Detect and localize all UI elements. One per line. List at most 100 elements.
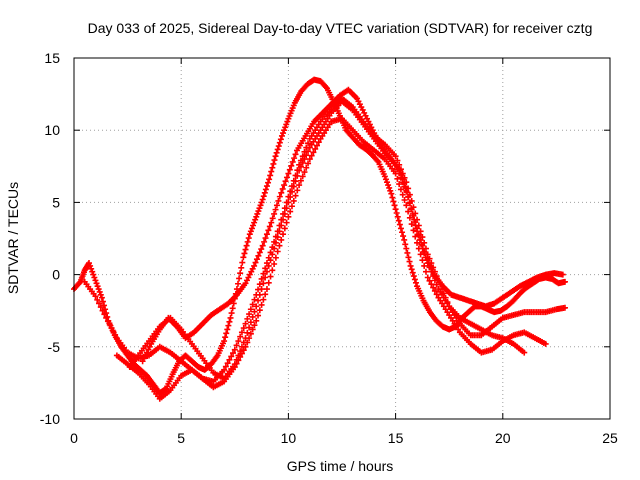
- data-point: [313, 142, 320, 149]
- data-point: [398, 171, 405, 178]
- data-point: [239, 259, 246, 266]
- data-point: [221, 366, 228, 373]
- data-point: [265, 262, 272, 269]
- data-point: [278, 222, 285, 229]
- data-point: [255, 297, 262, 304]
- data-point: [272, 153, 279, 160]
- data-point: [271, 261, 278, 268]
- data-point: [412, 222, 419, 229]
- data-point: [97, 291, 104, 298]
- data-point: [231, 346, 238, 353]
- data-point: [393, 209, 400, 216]
- data-point: [559, 271, 566, 278]
- data-point: [246, 324, 253, 331]
- data-point: [396, 221, 403, 228]
- data-point: [400, 233, 407, 240]
- data-point: [229, 305, 236, 312]
- data-point: [236, 275, 243, 282]
- x-axis-label: GPS time / hours: [287, 458, 394, 474]
- y-axis-label: SDTVAR / TECUs: [5, 182, 21, 294]
- data-point: [250, 222, 257, 229]
- data-point: [401, 180, 408, 187]
- data-point: [289, 158, 296, 165]
- data-point: [542, 340, 549, 347]
- data-point: [389, 194, 396, 201]
- data-point: [263, 286, 270, 293]
- data-point: [237, 348, 244, 355]
- data-point: [399, 229, 406, 236]
- data-point: [402, 241, 409, 248]
- data-point: [258, 275, 265, 282]
- data-point: [262, 291, 269, 298]
- data-point: [412, 279, 419, 286]
- data-point: [404, 249, 411, 256]
- data-point: [408, 205, 415, 212]
- grid-lines: [74, 58, 610, 419]
- data-point: [406, 214, 413, 221]
- data-point: [390, 198, 397, 205]
- data-point: [310, 149, 317, 156]
- data-point: [280, 130, 287, 137]
- data-point: [283, 174, 290, 181]
- data-point: [247, 306, 254, 313]
- data-point: [224, 326, 231, 333]
- data-point: [561, 278, 568, 285]
- data-point: [98, 294, 105, 301]
- data-point: [233, 356, 240, 363]
- data-point: [407, 262, 414, 269]
- data-point: [252, 259, 259, 266]
- data-point: [272, 254, 279, 261]
- data-point: [417, 251, 424, 258]
- data-point: [265, 227, 272, 234]
- data-point: [249, 313, 256, 320]
- data-point: [104, 318, 111, 325]
- data-point: [228, 353, 235, 360]
- data-point: [294, 187, 301, 194]
- data-point: [285, 199, 292, 206]
- data-point: [256, 205, 263, 212]
- data-point: [292, 192, 299, 199]
- y-tick-label: 5: [52, 194, 60, 210]
- data-point: [299, 159, 306, 166]
- data-point: [406, 199, 413, 206]
- data-point: [403, 202, 410, 209]
- y-tick-label: -10: [40, 411, 60, 427]
- data-point: [246, 311, 253, 318]
- data-point: [262, 274, 269, 281]
- data-point: [396, 167, 403, 174]
- x-tick-label: 0: [70, 430, 78, 446]
- data-point: [247, 319, 254, 326]
- data-point: [281, 182, 288, 189]
- data-point: [282, 178, 289, 185]
- data-point: [315, 139, 322, 146]
- data-point: [288, 188, 295, 195]
- data-point: [272, 239, 279, 246]
- data-point: [91, 274, 98, 281]
- data-point: [92, 277, 99, 284]
- x-tick-label: 5: [177, 430, 185, 446]
- data-point: [253, 256, 260, 263]
- data-point: [259, 242, 266, 249]
- data-point: [397, 186, 404, 193]
- data-point: [281, 210, 288, 217]
- data-point: [262, 265, 269, 272]
- data-point: [291, 155, 298, 162]
- data-point: [256, 281, 263, 288]
- data-point: [273, 149, 280, 156]
- data-point: [253, 317, 260, 324]
- data-point: [381, 173, 388, 180]
- data-point: [394, 213, 401, 220]
- data-point: [260, 296, 267, 303]
- data-point: [292, 178, 299, 185]
- data-point: [228, 310, 235, 317]
- data-point: [245, 235, 252, 242]
- data-point: [278, 189, 285, 196]
- data-point: [396, 181, 403, 188]
- data-point: [254, 210, 261, 217]
- data-point: [297, 163, 304, 170]
- data-point: [394, 175, 401, 182]
- data-point: [405, 208, 412, 215]
- data-point: [414, 228, 421, 235]
- data-point: [401, 236, 408, 243]
- data-point: [99, 298, 106, 305]
